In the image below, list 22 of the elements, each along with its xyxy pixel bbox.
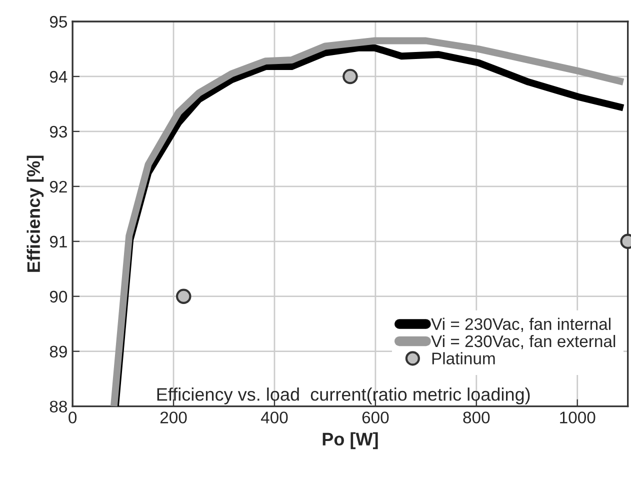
y-tick-label: 95 [50, 16, 68, 28]
annotation: Efficiency vs. load current(ratio metric loading) [157, 388, 530, 404]
y-tick-label: 92 [50, 180, 67, 193]
y-tick-label: 90 [50, 290, 68, 303]
y-axis-title: Efficiency [%] [26, 156, 44, 272]
x-tick-label: 600 [362, 412, 389, 424]
legend-label: Vi = 230Vac, fan external [431, 334, 616, 350]
y-tick-label: 88 [50, 400, 67, 413]
y-tick-label: 94 [50, 70, 68, 83]
point [176, 288, 192, 304]
x-axis-title: Po [W] [322, 432, 378, 450]
x-tick-label: 1000 [560, 412, 596, 424]
y-tick-label: 91 [50, 236, 67, 248]
x-tick-label: 400 [260, 412, 288, 424]
y-tick-label: 93 [50, 126, 67, 138]
x-tick-label: 200 [160, 412, 187, 424]
point [342, 68, 358, 84]
x-tick-label: 0 [68, 412, 77, 424]
x-tick-label: 800 [463, 412, 490, 424]
y-tick-label: 89 [50, 346, 67, 358]
legend-label: Platinum [432, 352, 495, 364]
legend-label: Vi = 230Vac, fan internal [431, 318, 610, 332]
